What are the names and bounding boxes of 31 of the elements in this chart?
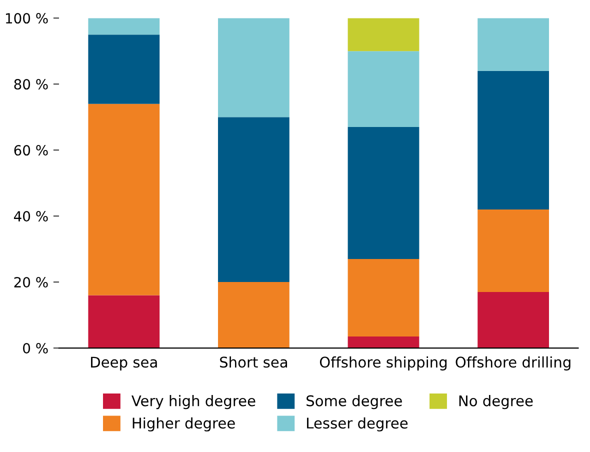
- y-tick-label: 40 %: [14, 211, 48, 222]
- bar: [88, 104, 160, 296]
- legend-label: Some degree: [306, 395, 402, 410]
- legend-label: Higher degree: [132, 417, 235, 432]
- bar: [478, 70, 549, 210]
- bar: [218, 117, 290, 282]
- y-tick-label: 0 %: [23, 343, 48, 354]
- bar: [218, 282, 290, 348]
- legend-label: Lesser degree: [307, 417, 408, 432]
- bar: [348, 126, 420, 259]
- x-tick-label: Offshore shipping: [320, 356, 447, 370]
- x-tick-label: Offshore drilling: [456, 356, 570, 370]
- y-tick-label: 20 %: [14, 277, 48, 288]
- bar: [88, 295, 160, 348]
- bar: [348, 18, 420, 52]
- x-tick-label: Short sea: [220, 356, 288, 368]
- legend-label: Very high degree: [132, 395, 256, 410]
- bar: [88, 34, 160, 104]
- bar: [88, 18, 160, 35]
- bar: [218, 18, 290, 118]
- bar: [478, 18, 549, 71]
- bar: [478, 209, 549, 292]
- y-tick-label: 80 %: [14, 79, 48, 90]
- bar: [478, 292, 549, 348]
- legend-label: No degree: [459, 395, 533, 410]
- y-tick-label: 60 %: [14, 145, 48, 156]
- bar: [348, 51, 420, 127]
- bar: [348, 258, 420, 336]
- x-tick-label: Deep sea: [91, 356, 157, 370]
- bar: [348, 336, 420, 348]
- y-tick-label: 100 %: [6, 13, 48, 24]
